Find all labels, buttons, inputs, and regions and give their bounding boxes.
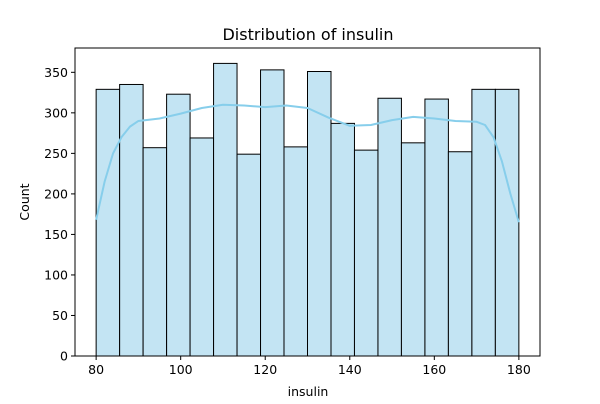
kde-line [95,103,520,223]
bars-layer [95,62,520,357]
y-tick-label: 350 [44,65,68,80]
y-tick-label: 0 [60,349,68,364]
histogram-bar [447,151,473,357]
plot-frame [74,47,541,357]
y-tick-label: 150 [44,227,68,242]
histogram-bar [424,98,449,357]
histogram-bar [189,137,215,357]
histogram-bar [330,122,355,357]
x-tick-label: 80 [88,362,104,377]
x-tick-label: 140 [338,362,362,377]
histogram-bar [353,149,379,357]
x-tick-label: 160 [422,362,446,377]
histogram-bar [471,88,496,357]
x-tick-label: 180 [507,362,531,377]
axes-layer: 80 100 120 140 160 180 0 50 100 150 200 250 300 350 [44,47,541,377]
histogram-bar [142,147,168,357]
y-tick-label: 100 [44,267,68,282]
histogram-bar [213,62,238,357]
chart-title: Distribution of insulin [222,25,393,44]
y-tick-label: 50 [52,308,68,323]
y-tick-label: 200 [44,186,68,201]
x-axis-label: insulin [288,384,329,399]
x-tick-label: 120 [253,362,277,377]
histogram-bar [400,142,426,357]
histogram-bar [95,88,121,357]
histogram-bar [283,146,309,357]
histogram-bar [260,69,285,357]
x-tick-label: 100 [169,362,193,377]
histogram-bar [236,153,262,357]
y-tick-label: 250 [44,146,68,161]
y-axis-label: Count [17,183,32,220]
histogram-bar [377,97,402,357]
histogram-bar [494,88,520,357]
histogram-bar [166,93,191,357]
y-tick-label: 300 [44,105,68,120]
